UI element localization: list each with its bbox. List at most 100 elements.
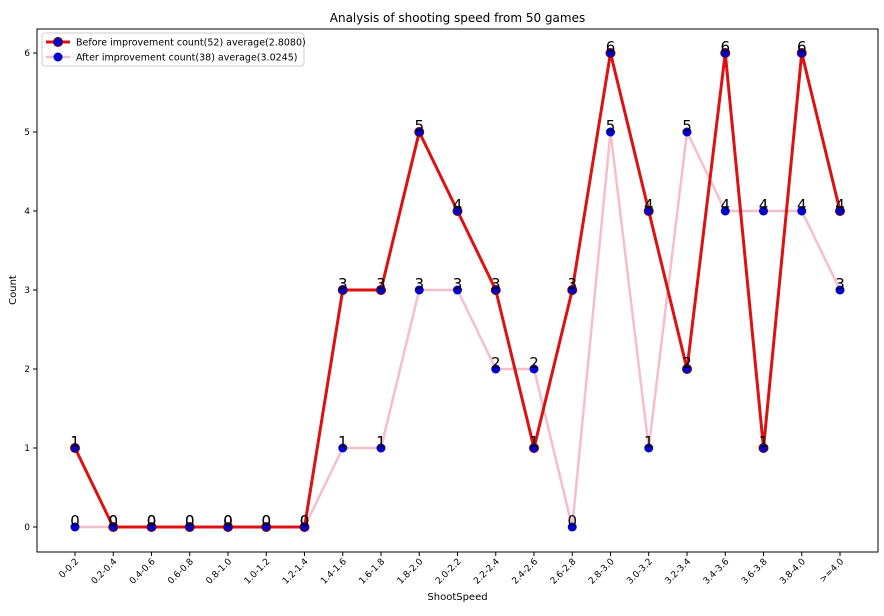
data-label: 0 bbox=[261, 512, 271, 530]
x-axis: 0-0.2 0.2-0.4 0.4-0.6 0.6-0.8 0.8-1.0 1.0-1.2… bbox=[58, 552, 846, 587]
data-label: 1 bbox=[644, 433, 654, 451]
x-tick-label: 0.4-0.6 bbox=[128, 557, 158, 587]
data-label: 4 bbox=[644, 196, 654, 214]
data-point bbox=[414, 127, 425, 137]
data-point bbox=[70, 522, 80, 532]
data-label: 0 bbox=[567, 512, 577, 530]
y-tick-label: 5 bbox=[24, 128, 30, 138]
data-label: 0 bbox=[70, 512, 80, 530]
legend: Before improvement count(52) average(2.8… bbox=[41, 32, 306, 67]
x-tick-label: 3.4-3.6 bbox=[702, 557, 732, 587]
data-point bbox=[682, 127, 692, 137]
data-label: 0 bbox=[147, 512, 157, 530]
x-tick-label: 1.6-1.8 bbox=[358, 557, 388, 587]
data-label: 0 bbox=[108, 512, 118, 530]
x-tick-label: 2.4-2.6 bbox=[511, 557, 541, 587]
data-point bbox=[452, 206, 463, 216]
data-label: 3 bbox=[453, 275, 463, 293]
data-point bbox=[299, 522, 310, 532]
data-label: 0 bbox=[300, 512, 310, 530]
y-tick-label: 4 bbox=[24, 207, 30, 217]
data-label: 4 bbox=[835, 196, 845, 214]
x-tick-label: 1.4-1.6 bbox=[319, 557, 349, 587]
data-point bbox=[376, 443, 386, 453]
data-label: 5 bbox=[414, 117, 424, 135]
data-label: 0 bbox=[108, 512, 118, 530]
x-tick-label: 1.8-2.0 bbox=[396, 557, 426, 587]
legend-label: Before improvement count(52) average(2.8… bbox=[76, 38, 306, 49]
data-point bbox=[720, 48, 731, 58]
data-label: 3 bbox=[338, 275, 348, 293]
x-axis-title: ShootSpeed bbox=[427, 592, 487, 603]
data-label: 0 bbox=[223, 512, 233, 530]
y-tick-label: 0 bbox=[24, 523, 30, 533]
data-label: 4 bbox=[797, 196, 807, 214]
x-tick-label: 1.0-1.2 bbox=[243, 557, 273, 587]
y-tick-label: 1 bbox=[24, 444, 30, 454]
data-point bbox=[835, 206, 845, 216]
data-label: 1 bbox=[759, 433, 769, 451]
data-label: 5 bbox=[606, 117, 616, 135]
x-tick-label: 1.2-1.4 bbox=[281, 557, 311, 587]
data-point bbox=[720, 206, 730, 216]
data-point bbox=[414, 285, 424, 295]
data-label: 2 bbox=[529, 354, 539, 372]
data-label: 3 bbox=[376, 275, 386, 293]
data-point bbox=[605, 48, 616, 58]
data-label: 4 bbox=[453, 196, 463, 214]
data-point bbox=[491, 364, 501, 374]
data-label: 0 bbox=[147, 512, 157, 530]
data-label: 1 bbox=[376, 433, 386, 451]
data-point bbox=[453, 285, 462, 295]
data-point bbox=[529, 364, 539, 374]
y-axis: 0 1 2 3 4 5 6 bbox=[24, 49, 37, 533]
data-label: 3 bbox=[567, 275, 577, 293]
data-point bbox=[337, 285, 348, 295]
data-point bbox=[146, 522, 157, 532]
data-point bbox=[184, 522, 195, 532]
chart-title: Analysis of shooting speed from 50 games bbox=[330, 11, 585, 25]
data-label: 0 bbox=[185, 512, 195, 530]
data-point bbox=[529, 443, 539, 453]
x-tick-label: 0.8-1.0 bbox=[205, 557, 235, 587]
data-point bbox=[644, 443, 654, 453]
data-point bbox=[223, 522, 233, 532]
x-tick-label: 3.8-4.0 bbox=[778, 557, 808, 587]
y-tick-label: 2 bbox=[24, 365, 30, 375]
data-label: 3 bbox=[491, 275, 501, 293]
x-tick-label: 0.6-0.8 bbox=[166, 557, 196, 587]
data-point bbox=[376, 285, 386, 295]
data-point bbox=[796, 48, 807, 58]
data-point bbox=[70, 443, 80, 453]
data-point bbox=[606, 127, 615, 137]
data-point bbox=[643, 206, 654, 216]
x-tick-label: 3.2-3.4 bbox=[664, 557, 694, 587]
data-label: 0 bbox=[300, 512, 310, 530]
data-point bbox=[682, 364, 692, 374]
data-label: 3 bbox=[414, 275, 424, 293]
data-point bbox=[338, 443, 348, 453]
data-label: 4 bbox=[720, 196, 730, 214]
x-tick-label: 2.8-3.0 bbox=[587, 557, 617, 587]
data-point bbox=[758, 443, 769, 453]
x-tick-label: >=4.0 bbox=[818, 557, 846, 585]
data-label: 6 bbox=[720, 38, 730, 56]
data-label: 2 bbox=[682, 354, 692, 372]
data-label: 0 bbox=[261, 512, 271, 530]
data-point bbox=[567, 522, 577, 532]
y-tick-label: 3 bbox=[24, 286, 30, 296]
y-axis-title: Count bbox=[8, 275, 19, 305]
x-tick-label: 2.0-2.2 bbox=[434, 557, 464, 587]
data-label: 2 bbox=[491, 354, 501, 372]
data-label: 5 bbox=[682, 117, 692, 135]
x-tick-label: 2.2-2.4 bbox=[472, 557, 502, 587]
data-point bbox=[567, 285, 578, 295]
y-tick-label: 6 bbox=[24, 49, 30, 59]
data-point bbox=[261, 522, 272, 532]
data-label: 0 bbox=[185, 512, 195, 530]
data-label: 6 bbox=[606, 38, 616, 56]
data-label: 1 bbox=[338, 433, 348, 451]
data-point bbox=[759, 206, 768, 216]
